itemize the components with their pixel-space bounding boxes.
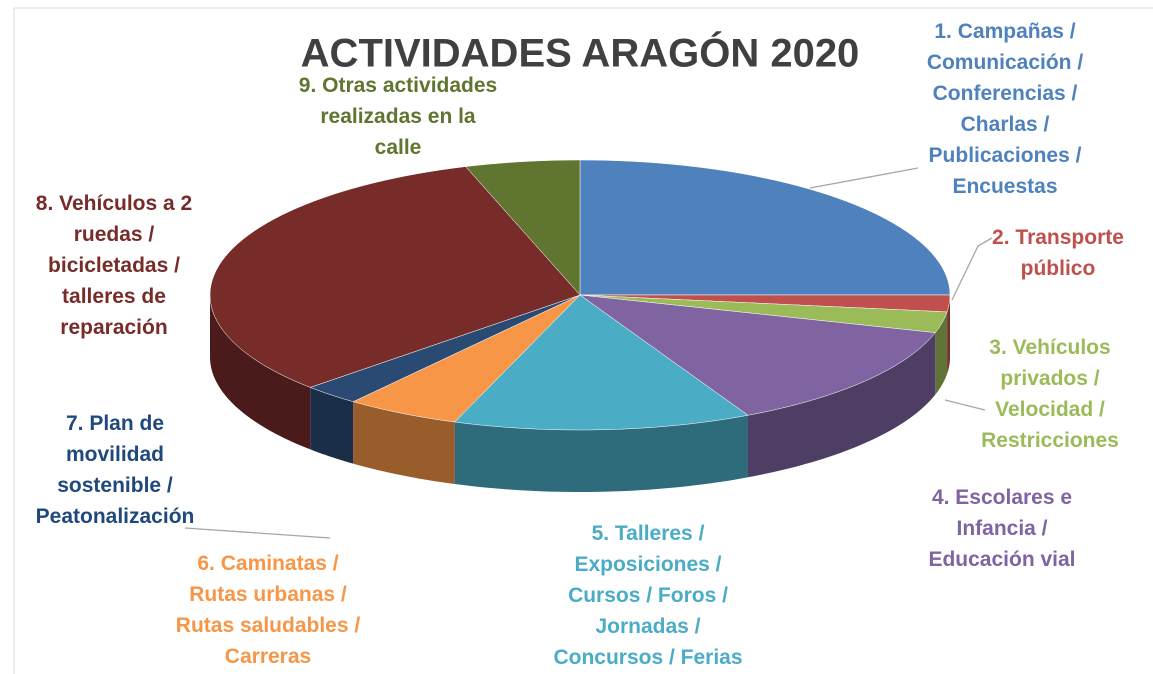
chart-title: ACTIVIDADES ARAGÓN 2020 bbox=[301, 30, 860, 76]
slice-label: 1. Campañas / Comunicación / Conferencia… bbox=[926, 20, 1084, 198]
slice bbox=[579, 294, 948, 333]
slice-side bbox=[947, 295, 950, 374]
slice bbox=[465, 159, 581, 296]
slice-side bbox=[353, 401, 455, 485]
pie bbox=[209, 159, 951, 492]
slice bbox=[309, 294, 581, 402]
slice-label: 5. Talleres / Exposiciones / Cursos / Fo… bbox=[553, 522, 743, 669]
slice bbox=[454, 294, 749, 431]
slice-side bbox=[310, 387, 354, 464]
slice-side bbox=[935, 311, 948, 395]
slice-label: 7. Plan de movilidad sostenible / Peaton… bbox=[35, 412, 195, 528]
slice-side bbox=[454, 415, 748, 492]
slice-label: 9. Otras actividades realizadas en la ca… bbox=[298, 74, 498, 159]
slice bbox=[579, 294, 936, 416]
slice-side bbox=[210, 295, 311, 450]
slice-label: 4. Escolares e Infancia / Educación vial bbox=[928, 486, 1076, 571]
slice-label: 8. Vehículos a 2 ruedas / bicicletadas /… bbox=[35, 192, 193, 339]
slice bbox=[352, 294, 581, 423]
slice-label: 6. Caminatas / Rutas urbanas / Rutas sal… bbox=[175, 552, 361, 668]
slice-side bbox=[747, 332, 936, 478]
frame bbox=[13, 7, 1153, 674]
slice bbox=[209, 166, 581, 388]
slice-label: 3. Vehículos privados / Velocidad / Rest… bbox=[981, 336, 1119, 452]
slice-label: 2. Transporte público bbox=[992, 226, 1124, 280]
leader-lines bbox=[184, 167, 993, 539]
slice bbox=[579, 159, 951, 296]
